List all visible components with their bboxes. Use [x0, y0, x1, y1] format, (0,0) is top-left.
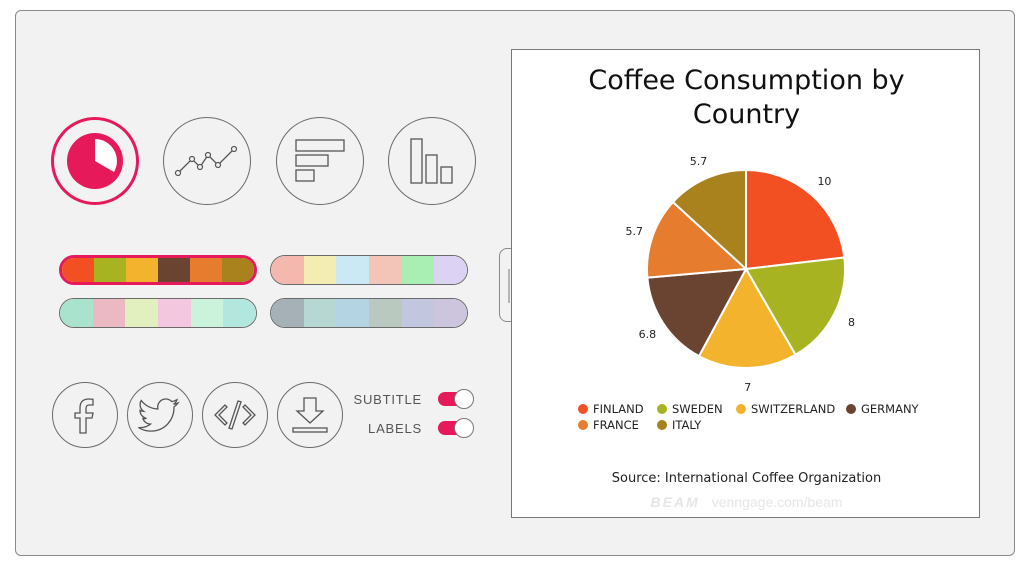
palette-swatch — [336, 256, 370, 284]
palette-swatch — [223, 299, 256, 327]
palette-swatch — [158, 258, 190, 282]
legend-item-france: FRANCE — [578, 418, 639, 432]
palette-swatch — [303, 256, 337, 284]
chart-title: Coffee Consumption by Country — [588, 65, 905, 130]
legend-label: FINLAND — [593, 402, 644, 416]
twitter-icon — [138, 398, 180, 432]
palette-swatch — [434, 299, 467, 327]
download-button[interactable] — [277, 382, 343, 448]
legend-item-italy: ITALY — [657, 418, 701, 432]
data-label: 7 — [744, 381, 751, 394]
watermark: BEAM venngage.com/beam — [512, 494, 981, 510]
toggle-knob — [454, 389, 474, 409]
color-palette-2[interactable] — [270, 255, 468, 285]
horizontal-bar-chart-type-button[interactable] — [276, 117, 364, 205]
chart-preview-card: Coffee Consumption by Country 10 8 7 6.8 5.7… — [511, 49, 980, 518]
legend-item-germany: GERMANY — [846, 402, 919, 416]
line-chart-icon — [174, 145, 238, 177]
pie-slice-switzerland — [697, 266, 797, 369]
palette-swatch — [62, 258, 94, 282]
pie-chart-icon — [67, 133, 123, 189]
embed-code-button[interactable] — [202, 382, 268, 448]
toggle-knob — [454, 418, 474, 438]
line-chart-type-button[interactable] — [163, 117, 251, 205]
subtitle-toggle-label: SUBTITLE — [353, 392, 422, 407]
palette-swatch — [303, 299, 337, 327]
palette-swatch — [158, 299, 191, 327]
pie-slice-finland — [745, 168, 846, 271]
data-label: 5.7 — [690, 155, 708, 168]
data-label: 8 — [848, 316, 855, 329]
legend-item-finland: FINLAND — [578, 402, 644, 416]
subtitle-toggle[interactable] — [438, 389, 474, 409]
palette-swatch — [190, 299, 224, 327]
color-palette-4[interactable] — [270, 298, 468, 328]
vertical-bar-chart-icon — [410, 138, 453, 184]
vertical-bar-chart-type-button[interactable] — [388, 117, 476, 205]
legend-label: SWITZERLAND — [751, 402, 836, 416]
legend-swatch — [657, 404, 667, 414]
palette-swatch — [92, 299, 126, 327]
legend-swatch — [846, 404, 856, 414]
palette-swatch — [271, 299, 304, 327]
pie-slice-france — [646, 200, 749, 279]
legend-swatch — [736, 404, 746, 414]
color-palette-3[interactable] — [59, 298, 257, 328]
color-palette-1[interactable] — [59, 255, 257, 285]
palette-swatch — [401, 256, 435, 284]
facebook-icon — [74, 398, 94, 434]
legend-item-switzerland: SWITZERLAND — [736, 402, 835, 416]
palette-swatch — [401, 299, 435, 327]
download-icon — [292, 397, 328, 433]
data-label: 6.8 — [639, 328, 657, 341]
palette-swatch — [94, 258, 126, 282]
palette-swatch — [190, 258, 222, 282]
palette-swatch — [369, 256, 402, 284]
legend-swatch — [657, 420, 667, 430]
legend-swatch — [578, 420, 588, 430]
palette-swatch — [336, 299, 370, 327]
labels-toggle-row: LABELS — [340, 418, 474, 439]
legend-item-sweden: SWEDEN — [657, 402, 723, 416]
pie-slice-italy — [671, 168, 747, 272]
data-label: 10 — [817, 175, 831, 188]
facebook-share-button[interactable] — [52, 382, 118, 448]
legend-label: GERMANY — [861, 402, 919, 416]
legend-label: ITALY — [672, 418, 702, 432]
pie-chart: 10 8 7 6.8 5.7 5.7 — [626, 155, 855, 394]
labels-toggle-label: LABELS — [368, 421, 422, 436]
palette-swatch — [369, 299, 402, 327]
twitter-share-button[interactable] — [127, 382, 193, 448]
legend-swatch — [578, 404, 588, 414]
data-label: 5.7 — [626, 225, 644, 238]
palette-swatch — [126, 258, 158, 282]
watermark-url: venngage.com/beam — [711, 494, 843, 510]
palette-swatch — [125, 299, 159, 327]
legend-label: SWEDEN — [672, 402, 723, 416]
pie-chart-type-button[interactable] — [51, 117, 139, 205]
subtitle-toggle-row: SUBTITLE — [340, 389, 474, 410]
labels-toggle[interactable] — [438, 418, 474, 438]
pie-slice-sweden — [744, 256, 846, 357]
palette-swatch — [434, 256, 467, 284]
chart-source: Source: International Coffee Organizatio… — [611, 471, 882, 486]
code-icon — [214, 400, 256, 430]
watermark-brand: BEAM — [650, 494, 700, 510]
palette-swatch — [222, 258, 254, 282]
horizontal-bar-chart-icon — [295, 139, 345, 182]
legend-label: FRANCE — [593, 418, 639, 432]
pie-slice-germany — [646, 267, 748, 358]
palette-swatch — [60, 299, 93, 327]
palette-swatch — [271, 256, 304, 284]
